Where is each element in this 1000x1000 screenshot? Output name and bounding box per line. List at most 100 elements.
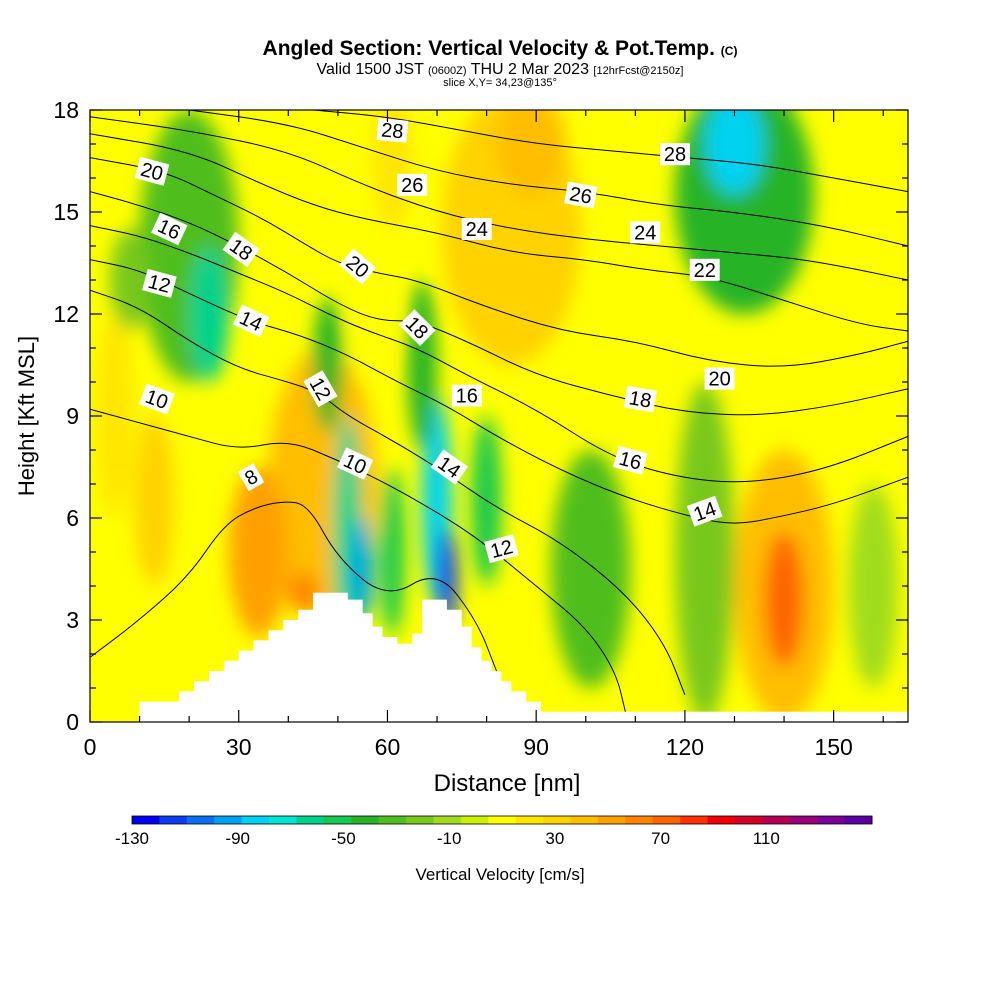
velocity-cell	[352, 518, 373, 620]
colorbar-tick-label: 110	[753, 829, 780, 848]
colorbar-swatch	[789, 816, 818, 824]
velocity-cell	[109, 229, 150, 331]
colorbar-swatch	[159, 816, 188, 824]
y-tick-label: 18	[53, 97, 79, 123]
velocity-cell	[858, 178, 908, 450]
contour-label: 16	[451, 384, 482, 408]
contour-label-box	[339, 248, 377, 285]
isentrope-26	[189, 110, 908, 247]
x-tick-label: 90	[523, 734, 549, 760]
colorbar-swatch	[625, 816, 654, 824]
velocity-cell	[674, 382, 735, 722]
title-main: Angled Section: Vertical Velocity & Pot.…	[262, 37, 715, 60]
velocity-cell	[764, 531, 804, 668]
contour-label: 18	[623, 385, 657, 413]
contour-label-box	[398, 309, 436, 346]
colorbar-label: Vertical Velocity [cm/s]	[415, 865, 584, 884]
contour-label-text: 24	[466, 219, 488, 241]
chart-subtitle: Valid 1500 JST (0600Z) THU 2 Mar 2023 [1…	[0, 61, 1000, 79]
velocity-cell	[228, 467, 289, 637]
contour-label: 26	[397, 173, 428, 197]
colorbar-swatch	[214, 816, 243, 824]
colorbar-tick-label: -130	[115, 829, 149, 848]
contour-label-box	[303, 370, 338, 408]
contour-label-box	[686, 495, 723, 527]
velocity-cell	[407, 280, 438, 450]
isentrope-12	[90, 289, 686, 695]
colorbar-swatch	[241, 816, 270, 824]
contour-label: 28	[660, 143, 690, 166]
contour-label-box	[139, 383, 175, 415]
x-tick-label: 150	[814, 734, 852, 760]
chart-title: Angled Section: Vertical Velocity & Pot.…	[0, 37, 1000, 61]
colorbar-swatch	[433, 816, 462, 824]
velocity-cell	[189, 246, 229, 382]
y-tick-label: 0	[66, 709, 79, 735]
colorbar-swatch	[186, 816, 215, 824]
x-tick-label: 30	[226, 734, 252, 760]
x-axis-label: Distance [nm]	[434, 770, 581, 797]
x-tick-label: 60	[375, 734, 401, 760]
contour-label-text: 28	[664, 144, 686, 166]
contour-label-box	[623, 385, 657, 413]
velocity-cell	[551, 450, 631, 688]
contour-label-text: 24	[634, 222, 656, 244]
contour-label: 8	[237, 463, 265, 492]
contour-label-box	[151, 212, 188, 246]
contour-label-text: 26	[568, 183, 594, 209]
isentrope-20	[90, 157, 908, 367]
colorbar-swatch	[543, 816, 572, 824]
y-axis-label: Height [Kft MSL]	[14, 336, 39, 496]
contour-label: 24	[630, 221, 661, 244]
contour-label-text: 18	[627, 387, 653, 413]
isentrope-22	[90, 133, 908, 332]
colorbar-tick-label: 30	[545, 829, 564, 848]
colorbar-swatch	[707, 816, 736, 824]
isentrope-16	[90, 225, 908, 483]
title-copyright: (C)	[720, 44, 738, 58]
contour-label-box	[613, 445, 648, 475]
colorbar-swatch	[734, 816, 763, 824]
contour-label-text: 20	[708, 369, 730, 391]
contour-label: 12	[484, 534, 519, 564]
contour-label-box	[222, 231, 260, 268]
colorbar-tick-label: -90	[225, 829, 250, 848]
velocity-cell	[288, 572, 319, 614]
colorbar-swatch	[269, 816, 297, 824]
contour-label: 26	[564, 181, 598, 209]
contour-label-box	[134, 156, 170, 186]
contour-label: 24	[461, 218, 492, 241]
isentropes	[90, 110, 908, 712]
colorbar-swatch	[844, 816, 873, 824]
velocity-cell	[496, 110, 566, 195]
colorbar-tick-label: 70	[651, 829, 670, 848]
colorbar-swatch	[351, 816, 380, 824]
y-tick-label: 12	[53, 301, 79, 327]
colorbar-tick-label: -10	[437, 829, 462, 848]
colorbar: -130 -90 -50 -10 30 70 110 Vertical Velocity [c…	[115, 815, 873, 884]
colorbar-swatch	[378, 816, 407, 824]
contour-label-text: 22	[694, 260, 716, 282]
isentrope-28	[313, 110, 908, 193]
colorbar-swatch	[132, 816, 160, 824]
contour-label-box	[484, 534, 519, 564]
colorbar-swatch	[652, 816, 681, 824]
colorbar-frame	[131, 815, 873, 825]
valid-prefix: Valid 1500 JST	[316, 61, 424, 78]
colorbar-swatch	[597, 816, 626, 824]
contour-label-box	[142, 268, 177, 298]
terrain	[139, 592, 908, 722]
contour-label-box	[336, 447, 374, 480]
contour-label-box	[451, 384, 482, 407]
contour-label-box	[689, 258, 720, 281]
colorbar-swatch	[817, 816, 846, 824]
colorbar-swatch	[488, 816, 517, 824]
contour-label-box	[704, 367, 735, 390]
contour-label: 20	[704, 367, 735, 391]
valid-fcst: [12hrFcst@2150z]	[593, 65, 684, 77]
contour-label-box	[461, 218, 492, 240]
contour-label-box	[232, 304, 270, 338]
valid-utc: (0600Z)	[428, 65, 467, 77]
